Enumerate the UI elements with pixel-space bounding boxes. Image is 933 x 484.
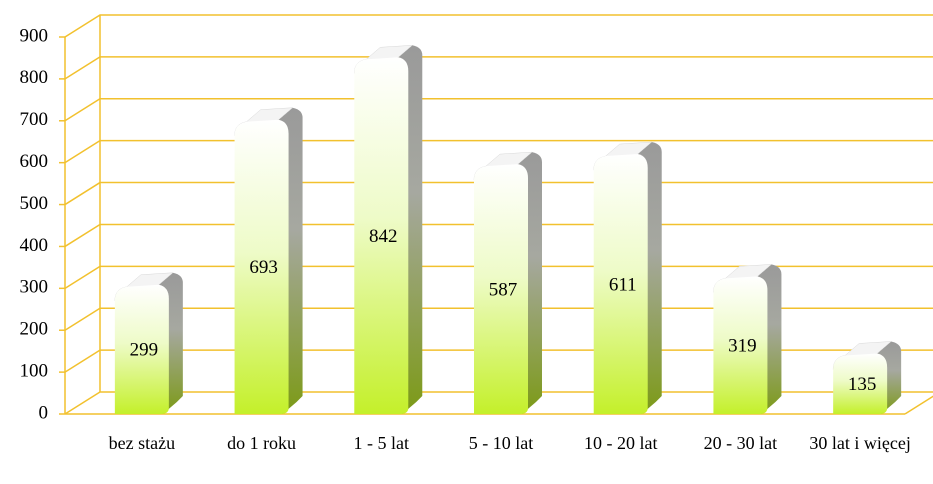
x-tick-label: 10 - 20 lat xyxy=(583,433,658,453)
x-tick-label: 1 - 5 lat xyxy=(353,433,410,453)
value-label: 319 xyxy=(728,336,757,357)
x-tick-label: 30 lat i więcej xyxy=(809,433,911,453)
bar-front xyxy=(474,164,528,414)
value-label: 611 xyxy=(609,274,637,295)
bar-front xyxy=(593,154,648,414)
y-tick-label: 400 xyxy=(20,235,49,256)
x-tick-label: 20 - 30 lat xyxy=(703,433,778,453)
grid-line xyxy=(64,56,933,80)
bar xyxy=(354,44,423,414)
x-tick-label: bez stażu xyxy=(108,433,176,453)
value-label: 693 xyxy=(249,257,278,278)
x-tick-label: 5 - 10 lat xyxy=(468,433,534,453)
y-tick-label: 300 xyxy=(20,277,49,298)
y-tick-label: 0 xyxy=(39,402,49,423)
bar xyxy=(832,341,902,414)
y-tick-label: 500 xyxy=(20,193,49,214)
bar xyxy=(473,151,542,414)
value-label: 299 xyxy=(130,340,159,361)
y-tick-label: 200 xyxy=(20,319,49,340)
grid-line xyxy=(64,14,933,38)
value-label: 587 xyxy=(489,279,518,300)
bar-front xyxy=(114,284,169,414)
grid-line xyxy=(64,98,933,122)
y-tick-label: 100 xyxy=(20,360,49,381)
y-tick-label: 600 xyxy=(20,151,49,172)
grid-line xyxy=(64,139,933,164)
bar-front xyxy=(354,57,409,414)
x-tick-label: do 1 roku xyxy=(227,433,297,453)
bar xyxy=(593,141,662,414)
bar-front xyxy=(713,276,768,414)
y-tick-label: 700 xyxy=(20,109,49,130)
bar-front xyxy=(234,119,289,415)
value-label: 135 xyxy=(848,374,877,395)
y-tick-label: 800 xyxy=(20,67,49,88)
floor-right xyxy=(904,395,933,415)
bar xyxy=(234,107,303,415)
y-tick-label: 900 xyxy=(20,25,49,46)
bar-front xyxy=(833,353,888,414)
bar xyxy=(713,264,782,414)
bar xyxy=(114,272,183,414)
value-label: 842 xyxy=(369,226,398,247)
